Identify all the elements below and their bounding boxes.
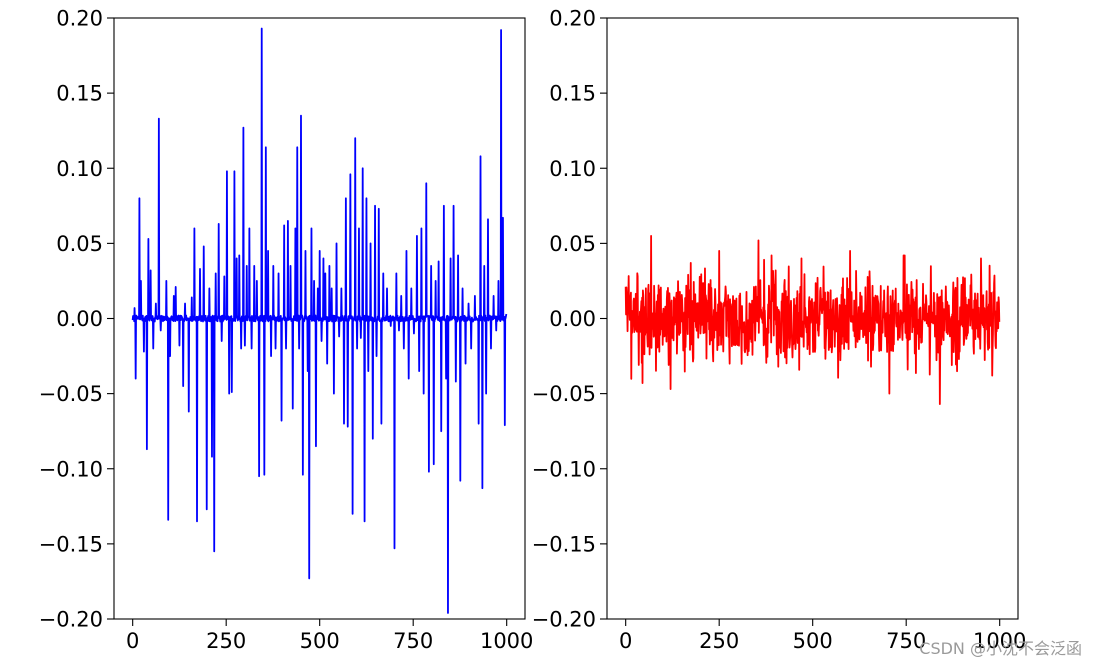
x-tick-label: 0 — [619, 629, 632, 653]
y-tick-label: 0.10 — [549, 157, 596, 181]
series-line — [624, 234, 1001, 406]
left-subplot: −0.20 −0.15 −0.10 −0.05 0.00 0.05 0.10 0.15 0.20… — [39, 7, 534, 654]
y-tick-label: 0.15 — [549, 82, 596, 106]
right-subplot: −0.20 −0.15 −0.10 −0.05 0.00 0.05 0.10 0.15 0.20… — [532, 7, 1027, 654]
y-tick-label: 0.10 — [56, 157, 103, 181]
y-tick-label: 0.15 — [56, 82, 103, 106]
x-tick-label: 0 — [126, 629, 139, 653]
y-tick-label: 0.00 — [56, 307, 103, 331]
y-tick-label: 0.20 — [56, 7, 103, 31]
y-tick-label: −0.15 — [39, 532, 103, 556]
x-tick-label: 250 — [699, 629, 739, 653]
x-tick-label: 250 — [206, 629, 246, 653]
x-tick-label: 750 — [886, 629, 926, 653]
x-tick-label: 500 — [793, 629, 833, 653]
x-tick-label: 1000 — [973, 629, 1026, 653]
x-tick-label: 750 — [393, 629, 433, 653]
y-tick-label: 0.20 — [549, 7, 596, 31]
series-line — [131, 27, 508, 614]
y-tick-label: −0.20 — [39, 608, 103, 632]
y-tick-label: 0.05 — [549, 232, 596, 256]
y-tick-label: −0.05 — [532, 382, 596, 406]
y-tick-label: 0.00 — [549, 307, 596, 331]
y-tick-label: −0.20 — [532, 608, 596, 632]
y-tick-label: −0.10 — [39, 457, 103, 481]
y-tick-label: −0.10 — [532, 457, 596, 481]
y-tick-label: 0.05 — [56, 232, 103, 256]
x-tick-label: 1000 — [480, 629, 533, 653]
y-tick-label: −0.15 — [532, 532, 596, 556]
y-tick-label: −0.05 — [39, 382, 103, 406]
watermark: CSDN @小沈不会泛函 — [919, 639, 1082, 658]
x-tick-label: 500 — [300, 629, 340, 653]
